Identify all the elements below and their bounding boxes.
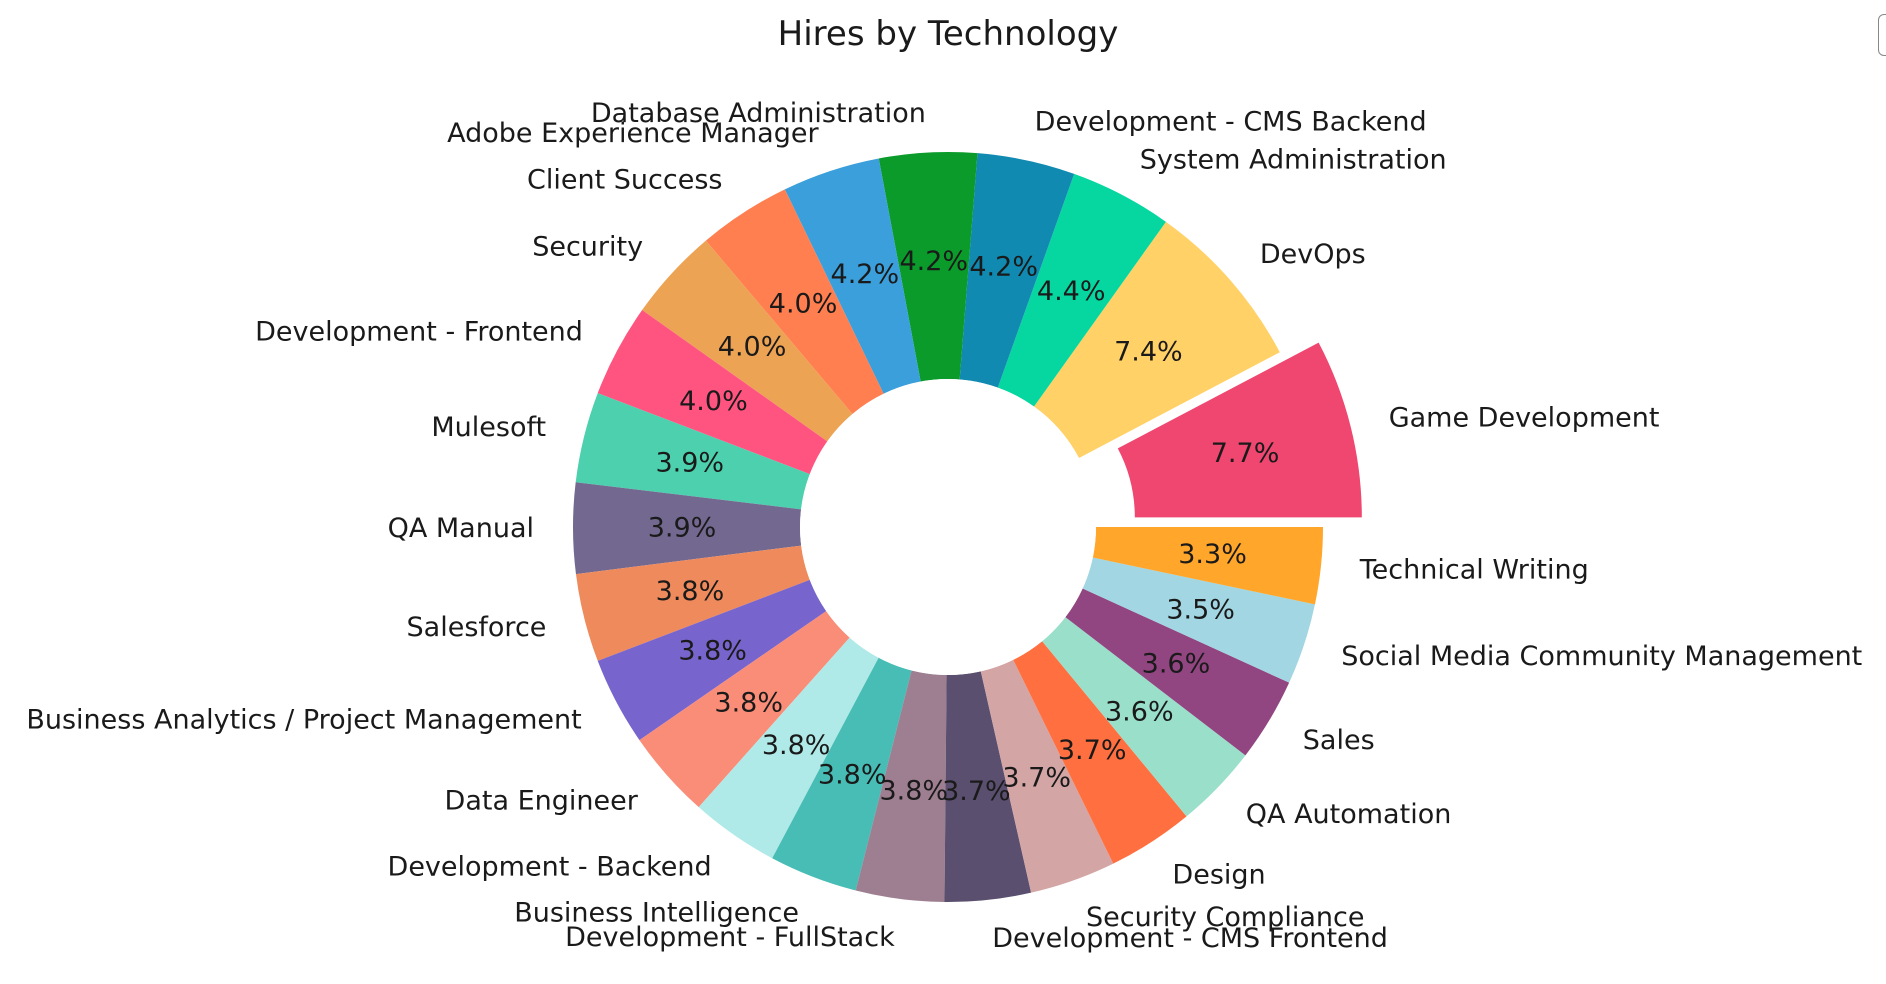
donut-hole <box>800 379 1096 675</box>
category-label-system-administration: System Administration <box>1140 145 1447 176</box>
pct-label-devops: 7.4% <box>1114 337 1183 368</box>
slice-security-compliance <box>980 659 1114 893</box>
slices-group <box>573 151 1362 902</box>
category-label-adobe-experience-manager: Adobe Experience Manager <box>447 118 819 149</box>
slice-mulesoft <box>575 393 810 510</box>
pct-label-development-cms-frontend: 3.7% <box>942 776 1011 807</box>
pct-label-development-cms-backend: 4.2% <box>969 251 1038 282</box>
category-label-design: Design <box>1172 859 1265 890</box>
slice-development-cms-backend <box>959 153 1075 388</box>
slice-security <box>642 240 853 442</box>
chart-title: Hires by Technology <box>778 14 1119 54</box>
pct-label-adobe-experience-manager: 4.2% <box>831 259 900 290</box>
slice-development-cms-frontend <box>944 671 1032 902</box>
category-label-data-engineer: Data Engineer <box>445 786 639 817</box>
pct-label-design: 3.7% <box>1058 735 1127 766</box>
slice-social-media-community-management <box>1082 557 1315 683</box>
category-label-development-backend: Development - Backend <box>388 851 712 882</box>
category-label-devops: DevOps <box>1260 239 1366 270</box>
slice-adobe-experience-manager <box>784 158 921 394</box>
category-labels-group: Game Development DevOps System Administrat… <box>26 98 1862 954</box>
category-label-business-intelligence: Business Intelligence <box>514 898 799 929</box>
pct-label-development-backend: 3.8% <box>762 730 831 761</box>
slice-qa-manual <box>573 482 802 575</box>
slice-design <box>1013 641 1187 864</box>
slice-business-intelligence <box>772 657 912 891</box>
category-label-social-media-community-management: Social Media Community Management <box>1341 641 1862 672</box>
category-label-technical-writing: Technical Writing <box>1359 554 1589 585</box>
category-label-client-success: Client Success <box>527 164 722 195</box>
category-label-database-administration: Database Administration <box>591 98 926 129</box>
pct-label-development-frontend: 4.0% <box>679 386 748 417</box>
slice-data-engineer <box>639 611 850 808</box>
pct-label-security-compliance: 3.7% <box>1002 762 1071 793</box>
pct-label-mulesoft: 3.9% <box>655 448 724 479</box>
pct-label-salesforce: 3.8% <box>656 576 725 607</box>
slice-business-analytics-project-management <box>597 579 827 741</box>
slice-sales <box>1065 588 1290 756</box>
slice-technical-writing <box>1092 527 1323 605</box>
slice-qa-automation <box>1042 617 1246 817</box>
percent-labels-group: 7.7%7.4%4.4%4.2%4.2%4.2%4.0%4.0%4.0%3.9%… <box>648 246 1280 807</box>
category-label-mulesoft: Mulesoft <box>431 412 546 443</box>
slice-salesforce <box>575 545 810 661</box>
pct-label-client-success: 4.0% <box>769 288 838 319</box>
category-label-security: Security <box>532 231 643 262</box>
pct-label-business-intelligence: 3.8% <box>818 760 887 791</box>
pct-label-technical-writing: 3.3% <box>1178 539 1247 570</box>
category-label-development-cms-backend: Development - CMS Backend <box>1035 107 1427 138</box>
category-label-development-frontend: Development - Frontend <box>255 316 583 347</box>
slice-development-backend <box>698 637 879 859</box>
slice-development-fullstack <box>855 670 947 902</box>
pct-label-sales: 3.6% <box>1142 649 1211 680</box>
pct-label-business-analytics-project-management: 3.8% <box>678 635 747 666</box>
category-label-salesforce: Salesforce <box>407 612 547 643</box>
category-label-qa-automation: QA Automation <box>1246 799 1452 830</box>
pct-label-development-fullstack: 3.8% <box>879 775 948 806</box>
category-label-development-cms-frontend: Development - CMS Frontend <box>992 923 1388 954</box>
category-label-business-analytics-project-management: Business Analytics / Project Management <box>26 704 581 735</box>
pct-label-qa-automation: 3.6% <box>1105 696 1174 727</box>
pct-label-system-administration: 4.4% <box>1037 276 1106 307</box>
slice-development-frontend <box>597 310 828 475</box>
category-label-development-fullstack: Development - FullStack <box>565 922 895 953</box>
legend-box-edge <box>1878 14 1886 56</box>
pct-label-game-development: 7.7% <box>1211 438 1280 469</box>
slice-devops <box>1034 221 1280 459</box>
slice-database-administration <box>878 151 978 382</box>
category-label-qa-manual: QA Manual <box>388 513 534 544</box>
pct-label-security: 4.0% <box>718 332 787 363</box>
category-label-security-compliance: Security Compliance <box>1086 902 1364 933</box>
pct-label-database-administration: 4.2% <box>899 246 968 277</box>
slice-client-success <box>705 189 884 414</box>
pct-label-social-media-community-management: 3.5% <box>1166 595 1235 626</box>
slice-game-development <box>1117 342 1362 518</box>
category-label-sales: Sales <box>1303 725 1375 756</box>
pct-label-data-engineer: 3.8% <box>714 688 783 719</box>
slice-system-administration <box>997 173 1166 407</box>
category-label-game-development: Game Development <box>1389 403 1660 434</box>
pct-label-qa-manual: 3.9% <box>648 512 717 543</box>
